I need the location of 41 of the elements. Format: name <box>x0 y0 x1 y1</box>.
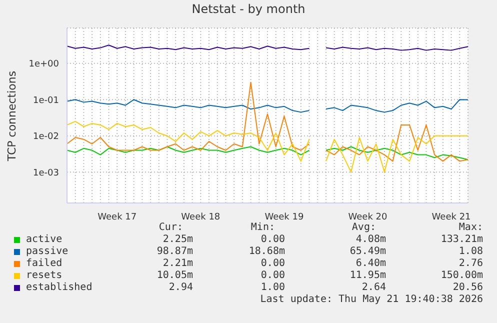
y-tick-label: 1e-03 <box>33 168 59 178</box>
text: 11.95m <box>350 270 386 281</box>
text: Last update: Thu May 21 19:40:38 2026 <box>260 294 483 305</box>
text: Cur: <box>158 222 183 233</box>
text: 18.68m <box>248 246 285 257</box>
legend-label: active <box>26 234 62 245</box>
y-axis-title: TCP connections <box>6 70 18 162</box>
text: 98.87m <box>156 246 193 257</box>
text: 2.25m <box>162 234 193 245</box>
text: 2.76 <box>458 258 483 269</box>
legend-label: established <box>26 282 92 293</box>
text: 1.08 <box>458 246 483 257</box>
text: 2.94 <box>168 282 193 293</box>
x-tick-label: Week 19 <box>264 212 304 222</box>
text: 150.00m <box>440 270 483 281</box>
text: 0.00 <box>260 270 285 281</box>
text: 2.21m <box>162 258 193 269</box>
text: 6.40m <box>356 258 386 269</box>
x-tick-label: Week 17 <box>98 212 137 222</box>
x-tick-label: Week 18 <box>181 212 220 222</box>
text: 10.05m <box>156 270 193 281</box>
text: Min: <box>250 222 275 233</box>
y-tick-label: 1e-02 <box>33 132 59 142</box>
legend-label: passive <box>26 246 68 257</box>
text: 65.49m <box>350 246 386 257</box>
text: 133.21m <box>440 234 483 245</box>
text: 1.00 <box>260 282 285 293</box>
y-tick-label: 1e-01 <box>33 96 59 106</box>
legend-label: resets <box>26 270 62 281</box>
chart-title: Netstat - by month <box>190 2 306 16</box>
text: 2.64 <box>362 282 386 293</box>
y-tick-label: 1e+00 <box>28 60 60 70</box>
text: 0.00 <box>260 234 285 245</box>
text: 20.56 <box>452 282 483 293</box>
text: Avg: <box>352 222 376 233</box>
text: 0.00 <box>260 258 285 269</box>
x-tick-label: Week 21 <box>432 212 471 222</box>
text: 4.08m <box>356 234 386 245</box>
text: Max: <box>458 222 483 233</box>
legend-label: failed <box>26 258 62 269</box>
x-tick-label: Week 20 <box>348 212 388 222</box>
